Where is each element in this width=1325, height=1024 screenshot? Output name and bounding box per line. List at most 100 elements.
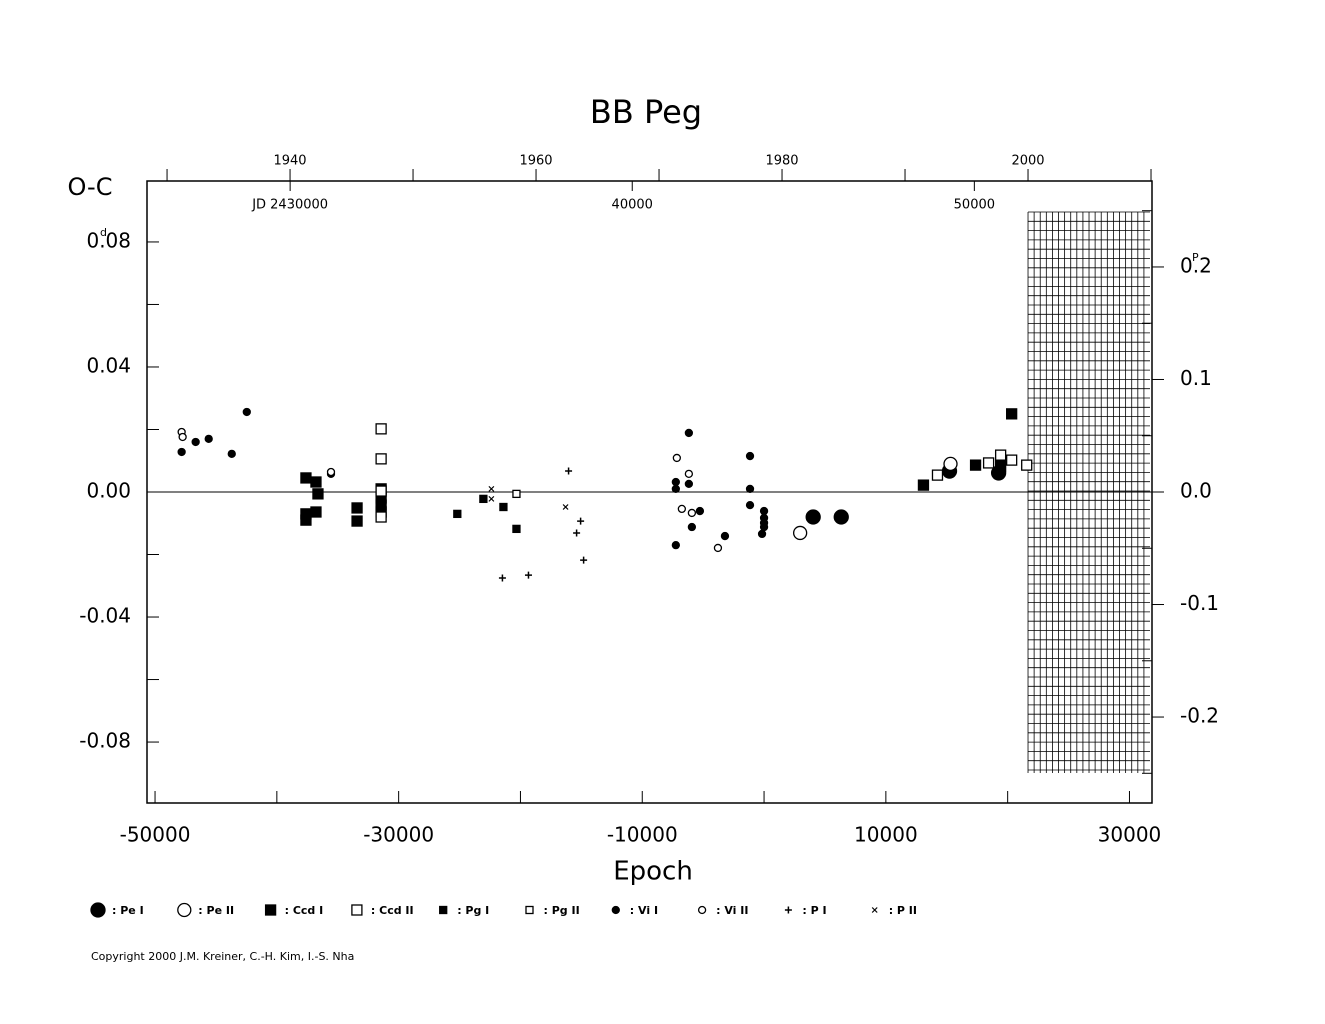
point bbox=[499, 502, 508, 512]
y-axis-label: O-C bbox=[68, 173, 113, 201]
y-tick-label: 0.00 bbox=[86, 479, 131, 503]
y2-tick-label: -0.1 bbox=[1180, 591, 1219, 615]
point bbox=[745, 500, 755, 510]
legend-label: : P II bbox=[889, 904, 917, 917]
point bbox=[672, 453, 681, 463]
point bbox=[1021, 459, 1033, 471]
year-tick-label: 2000 bbox=[1011, 154, 1044, 169]
point bbox=[943, 456, 958, 472]
legend-marker bbox=[611, 905, 620, 915]
x-tick-label: -30000 bbox=[363, 823, 434, 847]
point bbox=[757, 529, 767, 539]
legend-label: : Ccd I bbox=[285, 904, 324, 917]
point bbox=[745, 484, 755, 494]
copyright: Copyright 2000 J.M. Kreiner, C.-H. Kim, … bbox=[91, 950, 354, 963]
jd-tick-label: JD 2430000 bbox=[251, 198, 328, 213]
point bbox=[310, 476, 322, 488]
point bbox=[498, 574, 506, 582]
legend-marker bbox=[177, 902, 192, 918]
point bbox=[994, 449, 1007, 461]
point bbox=[684, 469, 694, 479]
point bbox=[375, 453, 387, 465]
point bbox=[577, 517, 585, 525]
point bbox=[671, 484, 680, 494]
point bbox=[1006, 408, 1018, 420]
x-tick-label: 30000 bbox=[1098, 823, 1162, 847]
x-tick-label: -10000 bbox=[607, 823, 678, 847]
point bbox=[312, 488, 324, 500]
point bbox=[453, 509, 462, 519]
y-tick-label: -0.08 bbox=[79, 729, 131, 753]
point bbox=[565, 467, 573, 475]
point bbox=[524, 571, 532, 579]
point bbox=[671, 540, 680, 550]
x-axis-label: Epoch bbox=[613, 857, 693, 887]
point bbox=[488, 485, 495, 492]
point bbox=[759, 506, 769, 516]
point bbox=[720, 531, 730, 541]
legend-label: : Pg II bbox=[544, 904, 580, 917]
point bbox=[204, 434, 213, 444]
point bbox=[512, 524, 521, 534]
point bbox=[573, 529, 581, 537]
point bbox=[969, 459, 982, 471]
legend-label: : Pg I bbox=[457, 904, 489, 917]
year-tick-label: 1960 bbox=[519, 154, 552, 169]
y-tick-label: 0.04 bbox=[86, 353, 131, 377]
x-tick-label: 10000 bbox=[854, 823, 918, 847]
point bbox=[1006, 454, 1018, 466]
chart-title: BB Peg bbox=[590, 93, 702, 131]
point bbox=[994, 460, 1007, 472]
legend-marker bbox=[439, 905, 448, 915]
point bbox=[300, 514, 312, 526]
legend-marker bbox=[90, 902, 106, 918]
point bbox=[684, 428, 694, 438]
point bbox=[759, 522, 769, 532]
point bbox=[242, 407, 251, 417]
y2-tick-label: -0.2 bbox=[1180, 704, 1219, 728]
point bbox=[351, 515, 363, 527]
legend-label: : Vi I bbox=[630, 904, 658, 917]
legend-marker bbox=[525, 905, 534, 915]
legend-marker bbox=[784, 906, 792, 914]
legend-label: : Vi II bbox=[716, 904, 748, 917]
point bbox=[300, 472, 312, 484]
point bbox=[713, 543, 723, 553]
point bbox=[677, 504, 687, 514]
point bbox=[805, 509, 821, 525]
point bbox=[982, 457, 995, 469]
point bbox=[177, 447, 186, 457]
legend-label: : Pe I bbox=[112, 904, 144, 917]
point bbox=[687, 508, 697, 518]
point bbox=[375, 423, 387, 435]
point bbox=[375, 511, 387, 523]
y2-unit: P bbox=[1192, 251, 1199, 264]
legend-label: : P I bbox=[802, 904, 826, 917]
year-tick-label: 1940 bbox=[273, 154, 306, 169]
point bbox=[351, 502, 363, 514]
legend-marker bbox=[264, 904, 277, 916]
point bbox=[326, 467, 336, 477]
point bbox=[833, 509, 849, 525]
y-tick-label: 0.08 bbox=[86, 228, 131, 252]
point bbox=[931, 469, 944, 481]
point bbox=[227, 449, 236, 459]
point bbox=[687, 522, 697, 532]
point bbox=[310, 506, 322, 518]
jd-tick-label: 40000 bbox=[612, 198, 653, 213]
year-tick-label: 1980 bbox=[765, 154, 798, 169]
y2-tick-label: 0.0 bbox=[1180, 479, 1212, 503]
y2-tick-label: 0.2 bbox=[1180, 253, 1212, 277]
legend-label: : Ccd II bbox=[371, 904, 414, 917]
point bbox=[488, 495, 495, 502]
legend-marker bbox=[871, 907, 878, 913]
point bbox=[792, 525, 808, 541]
y2-tick-label: 0.1 bbox=[1180, 366, 1212, 390]
legend-marker bbox=[697, 905, 707, 915]
point bbox=[512, 489, 521, 499]
y-unit: d bbox=[100, 226, 107, 239]
point bbox=[671, 477, 680, 487]
point bbox=[562, 504, 569, 510]
jd-tick-label: 50000 bbox=[954, 198, 995, 213]
point bbox=[479, 494, 488, 504]
